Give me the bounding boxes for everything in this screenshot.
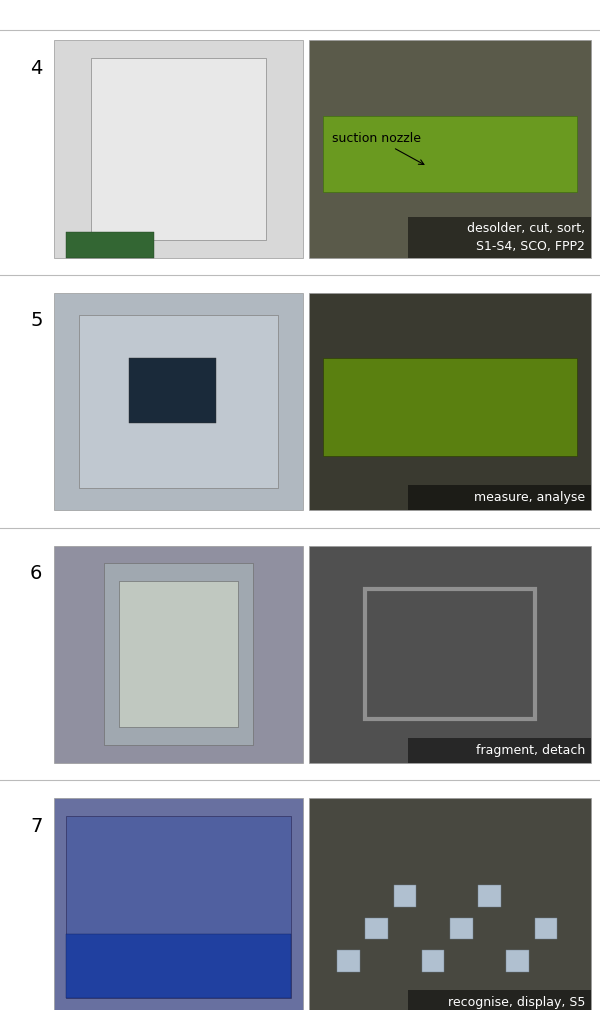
Text: fragment, detach: fragment, detach: [476, 744, 586, 756]
FancyBboxPatch shape: [408, 990, 591, 1011]
FancyBboxPatch shape: [54, 546, 303, 763]
FancyBboxPatch shape: [309, 40, 591, 258]
FancyBboxPatch shape: [67, 934, 290, 998]
Text: recognise, display, S5: recognise, display, S5: [448, 996, 586, 1009]
FancyBboxPatch shape: [422, 950, 445, 972]
Text: S1-S4, SCO, FPP2: S1-S4, SCO, FPP2: [476, 240, 586, 253]
FancyBboxPatch shape: [535, 918, 557, 939]
FancyBboxPatch shape: [309, 293, 591, 511]
FancyBboxPatch shape: [128, 358, 216, 424]
Text: 7: 7: [30, 817, 43, 835]
FancyBboxPatch shape: [309, 798, 591, 1011]
FancyBboxPatch shape: [54, 40, 303, 258]
Text: suction nozzle: suction nozzle: [332, 131, 424, 165]
Text: 5: 5: [30, 311, 43, 331]
FancyBboxPatch shape: [104, 563, 253, 745]
FancyBboxPatch shape: [394, 885, 416, 907]
FancyBboxPatch shape: [54, 293, 303, 511]
FancyBboxPatch shape: [0, 536, 600, 772]
FancyBboxPatch shape: [506, 950, 529, 972]
FancyBboxPatch shape: [408, 485, 591, 511]
FancyBboxPatch shape: [337, 950, 360, 972]
Text: desolder, cut, sort,: desolder, cut, sort,: [467, 222, 586, 235]
FancyBboxPatch shape: [478, 885, 501, 907]
Text: 4: 4: [30, 59, 43, 78]
FancyBboxPatch shape: [67, 232, 154, 258]
FancyBboxPatch shape: [67, 816, 290, 998]
FancyBboxPatch shape: [91, 58, 266, 241]
FancyBboxPatch shape: [0, 788, 600, 1011]
FancyBboxPatch shape: [0, 283, 600, 521]
FancyBboxPatch shape: [309, 546, 591, 763]
FancyBboxPatch shape: [79, 314, 278, 488]
FancyBboxPatch shape: [0, 30, 600, 268]
FancyBboxPatch shape: [323, 358, 577, 456]
Text: 6: 6: [30, 564, 43, 583]
FancyBboxPatch shape: [408, 217, 591, 258]
FancyBboxPatch shape: [408, 738, 591, 763]
FancyBboxPatch shape: [54, 798, 303, 1011]
FancyBboxPatch shape: [119, 581, 238, 727]
FancyBboxPatch shape: [365, 918, 388, 939]
FancyBboxPatch shape: [323, 116, 577, 192]
FancyBboxPatch shape: [450, 918, 473, 939]
Text: measure, analyse: measure, analyse: [474, 491, 586, 504]
